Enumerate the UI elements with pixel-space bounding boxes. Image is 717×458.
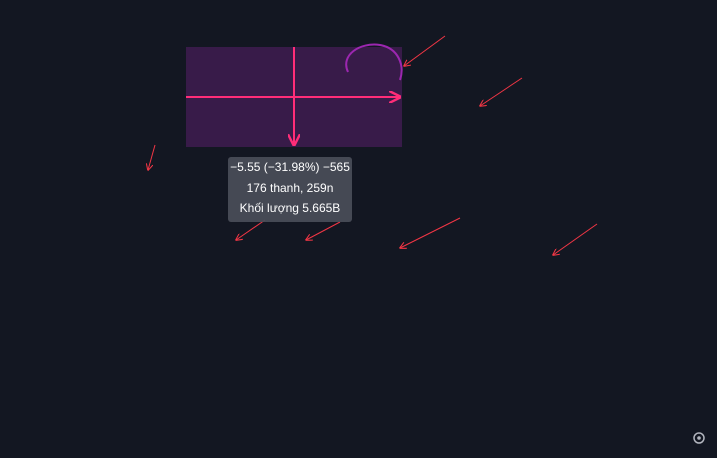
tooltip-line: −5.55 (−31.98%) −565 [230,160,350,174]
arrow [553,223,598,255]
measure-arrows [186,47,400,145]
arrow [400,217,461,248]
arrow [148,144,156,170]
annotation-arrows [148,35,598,255]
gear-center [697,436,701,440]
gear[interactable] [693,432,705,444]
tooltip-line: 176 thanh, 259n [247,181,334,195]
arrow [480,77,523,106]
tooltip-line: Khối lượng 5.665B [240,201,341,215]
arrow [236,219,266,240]
arrow [404,35,446,66]
arrow [306,221,341,240]
drawing-curve [345,43,403,81]
tooltip-box [228,157,352,222]
settings-icon[interactable] [693,432,705,444]
